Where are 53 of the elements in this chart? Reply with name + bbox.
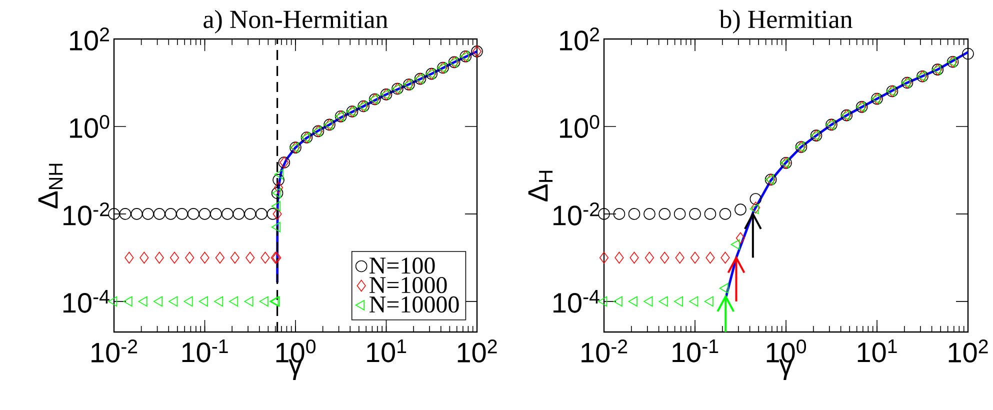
point — [704, 208, 716, 220]
point — [614, 252, 624, 264]
point — [644, 208, 656, 220]
x-tick-label: 10$^{-1}$ — [672, 340, 718, 362]
chart-title: b) Hermitian — [719, 10, 852, 34]
y-tick-label: 10$^{-2}$ — [554, 202, 599, 226]
y-axis-title: Δ$_{NH}$ — [38, 164, 63, 208]
legend-label: N=10000 — [370, 296, 459, 313]
point — [658, 208, 671, 220]
point — [750, 193, 762, 205]
x-tick-label: 10$^{1}$ — [367, 340, 406, 362]
point — [720, 252, 730, 264]
point — [674, 208, 686, 220]
point — [628, 296, 638, 307]
point — [706, 252, 715, 264]
point — [660, 252, 670, 264]
y-tick-label: 10$^{0}$ — [560, 114, 600, 138]
point — [734, 204, 746, 216]
point — [599, 252, 609, 264]
x-tick-label: 10$^{1}$ — [858, 340, 897, 362]
point — [962, 48, 974, 60]
point — [704, 296, 714, 307]
x-tick-label: 10$^{2}$ — [948, 340, 988, 363]
y-tick-label: 10$^{2}$ — [70, 28, 109, 50]
x-tick-label: 10$^{-2}$ — [582, 340, 628, 363]
y-tick-label: 10$^{-4}$ — [64, 290, 110, 313]
point — [690, 252, 700, 264]
legend-label: N=100 — [370, 258, 435, 274]
point — [630, 252, 639, 264]
point — [644, 252, 654, 264]
point — [719, 283, 728, 294]
point — [658, 296, 668, 307]
y-axis-title: Δ$_{H}$ — [528, 170, 553, 202]
point — [598, 208, 610, 220]
chart-title: a) Non-Hermitian — [204, 10, 388, 34]
point — [719, 208, 732, 220]
point — [674, 296, 683, 307]
x-tick-label: 10$^{2}$ — [458, 340, 497, 363]
point — [689, 208, 701, 220]
point — [628, 208, 640, 220]
point — [675, 252, 684, 264]
point — [689, 296, 698, 307]
y-tick-label: 10$^{0}$ — [70, 114, 110, 138]
y-tick-label: 10$^{-2}$ — [64, 202, 109, 226]
x-tick-label: 10$^{-2}$ — [92, 340, 138, 363]
y-tick-label: 10$^{-4}$ — [554, 290, 600, 313]
y-tick-label: 10$^{2}$ — [560, 28, 599, 50]
legend-label: N=1000 — [370, 276, 447, 294]
point — [613, 296, 622, 307]
point — [736, 232, 745, 244]
point — [644, 296, 653, 307]
x-tick-label: 10$^{-1}$ — [182, 340, 228, 362]
point — [613, 208, 626, 220]
